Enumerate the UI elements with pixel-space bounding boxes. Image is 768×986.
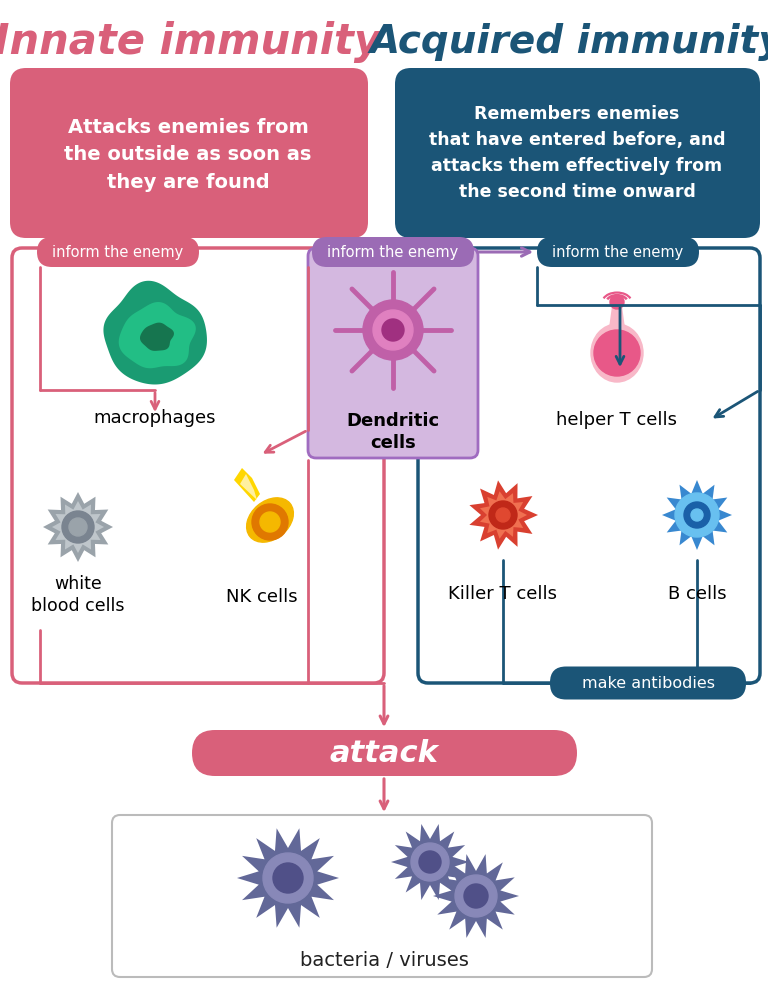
Text: B cells: B cells <box>667 585 727 603</box>
Circle shape <box>363 300 423 360</box>
Circle shape <box>675 493 719 537</box>
Text: Attacks enemies from
the outside as soon as
they are found: Attacks enemies from the outside as soon… <box>65 118 312 191</box>
Circle shape <box>252 504 288 540</box>
Polygon shape <box>43 492 113 562</box>
Polygon shape <box>140 322 174 351</box>
Text: bacteria / viruses: bacteria / viruses <box>300 951 468 969</box>
Circle shape <box>455 875 497 917</box>
FancyBboxPatch shape <box>112 815 652 977</box>
FancyBboxPatch shape <box>537 237 699 267</box>
Text: NK cells: NK cells <box>227 588 298 606</box>
Circle shape <box>62 511 94 543</box>
FancyBboxPatch shape <box>312 237 474 267</box>
Polygon shape <box>52 501 104 553</box>
Circle shape <box>273 863 303 893</box>
Polygon shape <box>391 824 469 900</box>
Circle shape <box>489 501 517 529</box>
Ellipse shape <box>591 324 643 382</box>
Text: Killer T cells: Killer T cells <box>449 585 558 603</box>
Polygon shape <box>662 480 732 550</box>
Polygon shape <box>480 491 527 538</box>
FancyBboxPatch shape <box>550 667 746 699</box>
Polygon shape <box>104 281 207 385</box>
Circle shape <box>419 851 441 873</box>
Polygon shape <box>237 828 339 928</box>
FancyBboxPatch shape <box>10 68 368 238</box>
Circle shape <box>691 509 703 521</box>
Circle shape <box>373 310 413 350</box>
Polygon shape <box>240 474 257 500</box>
Text: helper T cells: helper T cells <box>557 411 677 429</box>
FancyBboxPatch shape <box>395 68 760 238</box>
Polygon shape <box>119 302 196 368</box>
Polygon shape <box>469 480 538 549</box>
Polygon shape <box>234 468 260 502</box>
Circle shape <box>411 843 449 881</box>
Text: attack: attack <box>329 739 439 767</box>
Polygon shape <box>433 854 519 938</box>
Ellipse shape <box>247 498 293 542</box>
Circle shape <box>382 319 404 341</box>
Text: Remembers enemies
that have entered before, and
attacks them effectively from
th: Remembers enemies that have entered befo… <box>429 106 725 200</box>
FancyBboxPatch shape <box>308 248 478 458</box>
Circle shape <box>610 295 624 309</box>
Text: inform the enemy: inform the enemy <box>552 245 684 259</box>
Text: Acquired immunity: Acquired immunity <box>369 23 768 61</box>
Text: make antibodies: make antibodies <box>581 675 714 690</box>
FancyBboxPatch shape <box>192 730 577 776</box>
Text: white
blood cells: white blood cells <box>31 575 124 615</box>
Circle shape <box>263 853 313 903</box>
Circle shape <box>260 512 280 532</box>
FancyBboxPatch shape <box>37 237 199 267</box>
Circle shape <box>684 502 710 528</box>
Circle shape <box>464 884 488 908</box>
Circle shape <box>594 330 640 376</box>
Polygon shape <box>609 306 625 328</box>
Text: inform the enemy: inform the enemy <box>327 245 458 259</box>
Text: Innate immunity: Innate immunity <box>0 21 382 63</box>
Text: macrophages: macrophages <box>94 409 217 427</box>
Text: inform the enemy: inform the enemy <box>52 245 184 259</box>
Circle shape <box>69 518 87 536</box>
Circle shape <box>496 508 510 522</box>
Text: Dendritic
cells: Dendritic cells <box>346 411 439 453</box>
